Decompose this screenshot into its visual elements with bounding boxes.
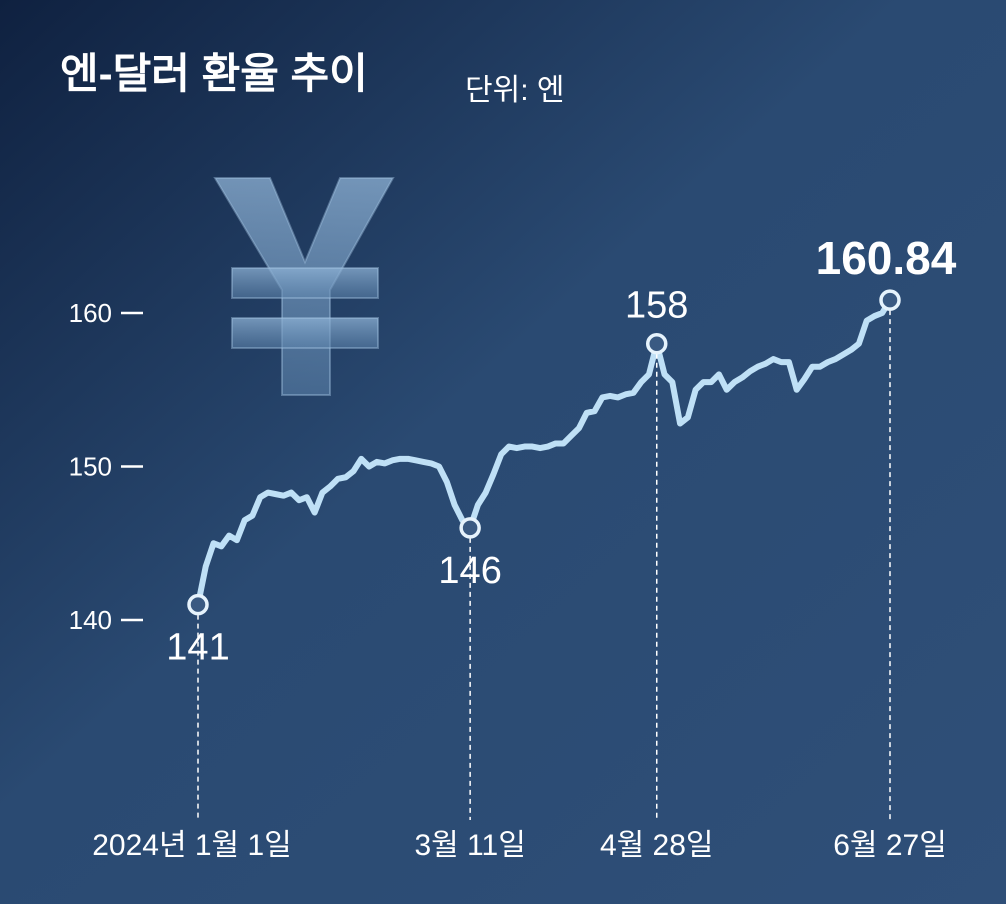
point-marker	[187, 593, 209, 616]
data-label: 141	[166, 627, 229, 669]
point-marker	[879, 289, 901, 311]
data-line	[195, 297, 893, 608]
x-tick-label: 3월 11일	[414, 829, 525, 862]
data-label: 160.84	[816, 232, 957, 284]
data-label: 146	[438, 550, 501, 592]
y-tick-label: 160	[69, 298, 112, 328]
chart-title: 엔-달러 환율 추이	[60, 50, 368, 97]
y-tick-label: 140	[69, 605, 112, 635]
x-tick-label: 4월 28일	[600, 829, 714, 862]
x-tick-label: 2024년 1월 1일	[92, 829, 292, 862]
y-tick-label: 150	[69, 452, 112, 482]
x-tick-label: 6월 27일	[833, 829, 947, 862]
chart-subtitle: 단위: 엔	[465, 74, 564, 107]
data-label: 158	[625, 285, 688, 327]
point-marker	[645, 332, 668, 355]
yen-icon	[213, 177, 395, 396]
point-marker	[459, 517, 481, 539]
